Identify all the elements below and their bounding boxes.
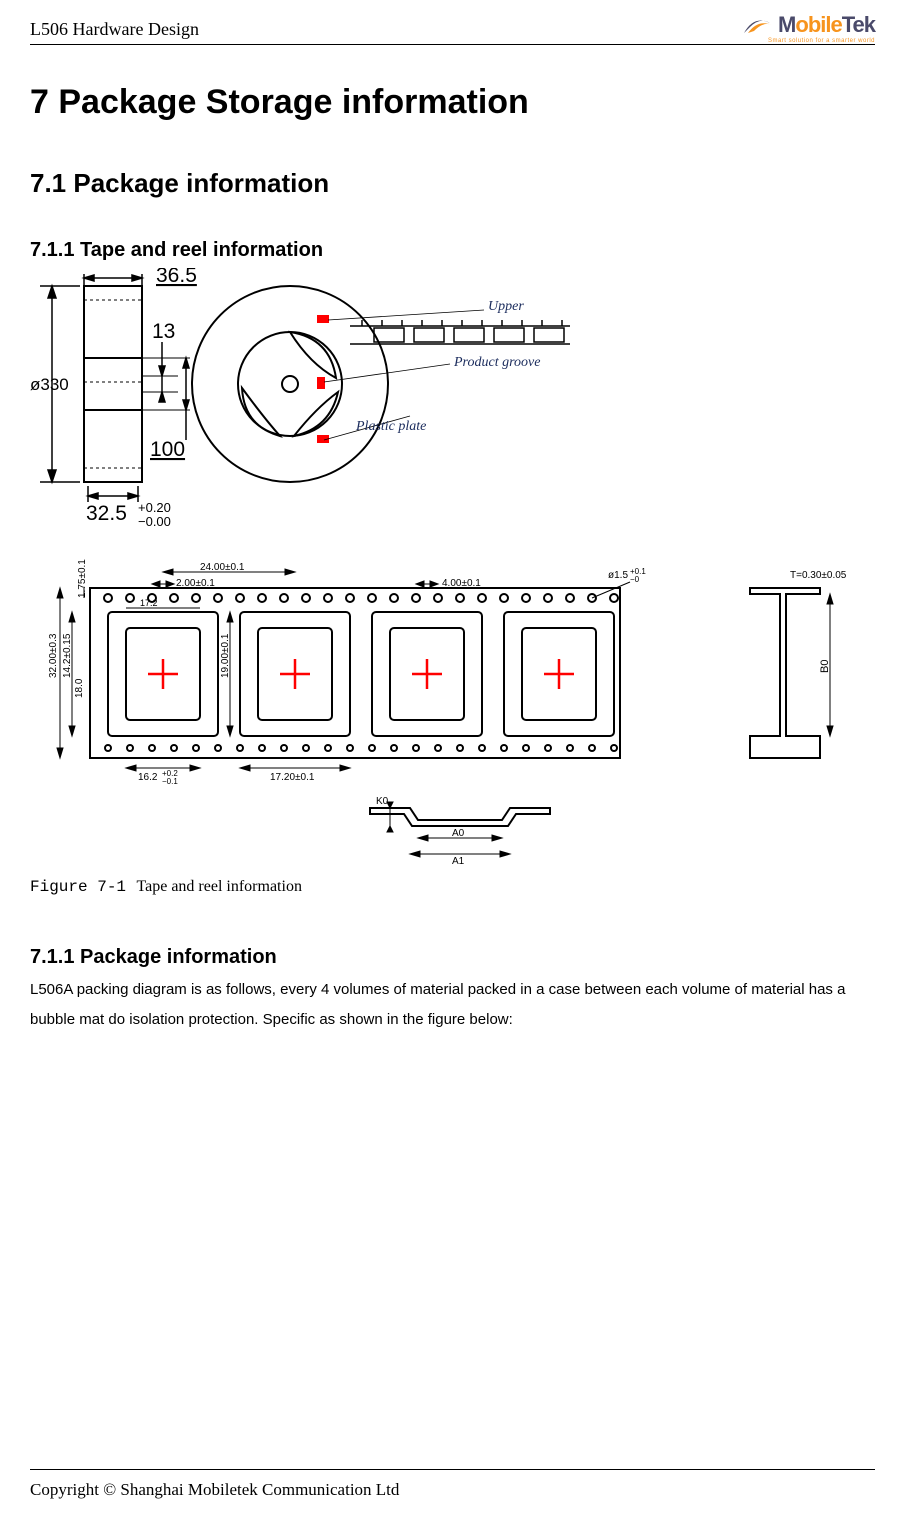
content-area: 7 Package Storage information 7.1 Packag… — [0, 45, 905, 1035]
dim-13: 13 — [152, 320, 175, 343]
tol-d-low: −0 — [630, 575, 640, 584]
logo-part2: obile — [795, 12, 841, 37]
dim-diameter: ø330 — [30, 375, 69, 394]
tol-low-32: −0.00 — [138, 514, 171, 528]
logo-tagline: Smart solution for a smarter world — [768, 38, 875, 44]
tol-up-32: +0.20 — [138, 500, 171, 515]
heading-3-tape: 7.1.1 Tape and reel information — [30, 239, 875, 262]
dim-17-2: 17.2 — [140, 598, 158, 608]
label-groove: Product groove — [453, 355, 540, 370]
figure-text: Tape and reel information — [136, 878, 301, 895]
dim-17-20: 17.20±0.1 — [270, 772, 315, 783]
label-plastic: Plastic plate — [355, 419, 426, 434]
tol-16-low: −0.1 — [162, 777, 178, 786]
logo-main: MobileTek — [740, 12, 875, 38]
dim-d1-5: ø1.5 — [608, 570, 628, 581]
page-header: L506 Hardware Design MobileTek Smart sol… — [30, 0, 875, 45]
logo-part3: Tek — [842, 12, 875, 37]
body-paragraph: L506A packing diagram is as follows, eve… — [30, 975, 875, 1035]
logo-text: MobileTek — [778, 12, 875, 38]
label-upper: Upper — [488, 299, 524, 314]
dim-4-00: 4.00±0.1 — [442, 578, 481, 589]
tape-diagram: 32.00±0.3 14.2±0.15 1.75±0.1 18.0 — [30, 558, 875, 868]
page-footer: Copyright © Shanghai Mobiletek Communica… — [30, 1469, 875, 1500]
dim-14-2: 14.2±0.15 — [62, 633, 73, 678]
dim-16-2: 16.2 — [138, 772, 158, 783]
dim-B0: B0 — [819, 660, 831, 673]
doc-title: L506 Hardware Design — [30, 19, 199, 44]
heading-3-package: 7.1.1 Package information — [30, 946, 875, 969]
dim-32-00: 32.00±0.3 — [48, 633, 59, 678]
tape-svg: 32.00±0.3 14.2±0.15 1.75±0.1 18.0 — [30, 558, 875, 868]
heading-1: 7 Package Storage information — [30, 83, 875, 122]
logo-swoosh-icon — [740, 13, 776, 37]
dim-A0: A0 — [452, 828, 465, 839]
dim-32-5: 32.5 — [86, 502, 127, 525]
dim-18-0: 18.0 — [74, 678, 85, 698]
figure-caption: Figure 7-1 Tape and reel information — [30, 878, 875, 896]
dim-A1: A1 — [452, 856, 465, 867]
dim-2-00: 2.00±0.1 — [176, 578, 215, 589]
dim-T: T=0.30±0.05 — [790, 570, 847, 581]
reel-svg: ø330 36.5 — [30, 268, 875, 528]
logo: MobileTek Smart solution for a smarter w… — [740, 12, 875, 44]
dim-1-75: 1.75±0.1 — [77, 559, 88, 598]
heading-2: 7.1 Package information — [30, 168, 875, 199]
dim-24-00: 24.00±0.1 — [200, 562, 245, 573]
dim-36-5: 36.5 — [156, 268, 197, 287]
reel-diagram: ø330 36.5 — [30, 268, 875, 528]
dim-19-00: 19.00±0.1 — [220, 633, 231, 678]
figure-label: Figure 7-1 — [30, 878, 126, 896]
copyright-text: Copyright © Shanghai Mobiletek Communica… — [30, 1480, 399, 1499]
logo-part1: M — [778, 12, 795, 37]
dim-K0: K0 — [376, 796, 389, 807]
dim-100: 100 — [150, 438, 185, 461]
